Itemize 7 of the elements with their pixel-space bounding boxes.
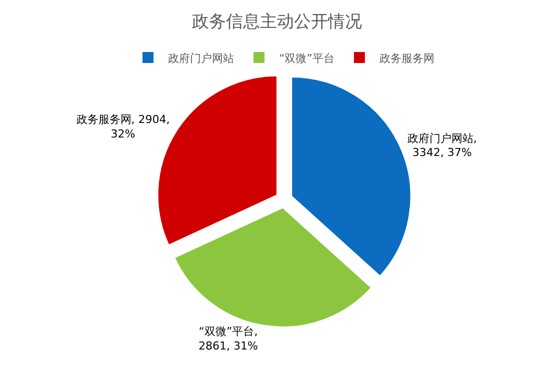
legend-label: 政务服务网 (379, 52, 434, 65)
legend-label: 政府门户网站 (168, 52, 234, 65)
chart-title: 政务信息主动公开情况 (192, 12, 362, 32)
legend-label: “双微”平台 (279, 52, 334, 65)
data-label: “双微”平台, 2861, 31% (198, 325, 258, 353)
data-label: 政府门户网站, 3342, 37% (407, 132, 477, 160)
data-label: 政务服务网, 2904, 32% (76, 113, 170, 140)
